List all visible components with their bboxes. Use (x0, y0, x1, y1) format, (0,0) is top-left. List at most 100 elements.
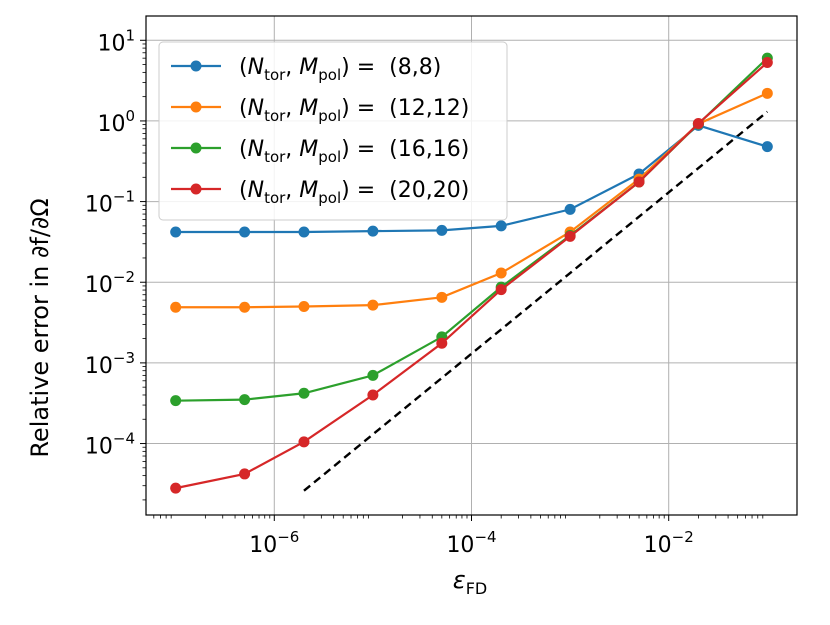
legend-open-paren: ( (239, 137, 248, 162)
series-point (495, 284, 507, 296)
series-point (564, 230, 576, 242)
x-tick-label-1-exponent: −4 (474, 528, 496, 546)
legend-n-subscript: tor (264, 107, 286, 125)
y-tick-label-3: 10−1 (85, 188, 135, 218)
legend-series-name: (8,8) (389, 55, 441, 80)
series-point (170, 482, 182, 494)
series-point (495, 220, 507, 232)
legend-series-name: (12,12) (389, 96, 469, 121)
legend-label: (Ntor, Mpol) = (20,20) (239, 178, 469, 207)
legend-series-name: (16,16) (389, 137, 469, 162)
legend-separator: , (285, 96, 299, 121)
series-point (761, 57, 773, 69)
legend-marker (190, 60, 202, 72)
y-tick-label-2: 10−2 (85, 268, 135, 298)
series-point (298, 301, 310, 313)
series-point (298, 226, 310, 238)
legend-m-subscript: pol (318, 148, 341, 166)
legend-open-paren: ( (239, 96, 248, 121)
series-point (761, 141, 773, 153)
y-tick-label-3-exponent: −1 (113, 188, 135, 206)
series-point (367, 389, 379, 401)
series-point (298, 436, 310, 448)
legend-m-subscript: pol (318, 189, 341, 207)
legend-marker (190, 101, 202, 113)
legend-m-symbol: M (299, 137, 318, 162)
legend-n-symbol: N (248, 55, 264, 80)
x-tick-label-0-base: 10 (249, 533, 277, 558)
series-point (692, 117, 704, 129)
series-point (495, 267, 507, 279)
series-point (367, 225, 379, 237)
legend-n-symbol: N (248, 96, 264, 121)
series-point (170, 395, 182, 407)
series-line (175, 124, 768, 234)
legend-close-paren: ) = (341, 137, 375, 162)
series-point (367, 369, 379, 381)
series-point (367, 299, 379, 311)
x-axis-label-subscript: FD (466, 579, 488, 598)
y-tick-label-2-exponent: −2 (113, 268, 135, 286)
x-tick-label-0: 10−6 (249, 528, 299, 558)
y-tick-label-1-base: 10 (85, 354, 113, 379)
series-point (436, 337, 448, 349)
y-tick-label-3-base: 10 (85, 193, 113, 218)
y-tick-label-4-exponent: 0 (125, 107, 135, 125)
y-tick-label-2-base: 10 (85, 273, 113, 298)
legend-n-subscript: tor (264, 189, 286, 207)
series-point (239, 394, 251, 406)
legend-item-2: (Ntor, Mpol) = (16,16) (171, 137, 469, 166)
legend-close-paren: ) = (341, 178, 375, 203)
x-tick-label-1-base: 10 (446, 533, 474, 558)
y-tick-label-5: 101 (97, 26, 135, 56)
series-point (436, 291, 448, 303)
legend-n-subscript: tor (264, 148, 286, 166)
series-layer (170, 52, 773, 494)
legend-label: (Ntor, Mpol) = (8,8) (239, 55, 441, 84)
series-point (436, 224, 448, 236)
x-tick-label-1: 10−4 (446, 528, 496, 558)
legend-box (158, 41, 508, 221)
series-point (239, 301, 251, 313)
reference-slope-line (303, 110, 769, 492)
legend-n-symbol: N (248, 137, 264, 162)
x-tick-label-2-exponent: −2 (672, 528, 694, 546)
y-axis-label: Relative error in ∂f/∂Ω (26, 198, 54, 457)
legend-open-paren: ( (239, 55, 248, 80)
series-line (175, 61, 769, 490)
y-tick-label-4-base: 10 (97, 112, 125, 137)
legend-label: (Ntor, Mpol) = (16,16) (239, 137, 469, 166)
y-tick-label-1: 10−3 (85, 349, 135, 379)
legend-close-paren: ) = (341, 55, 375, 80)
y-tick-label-0-exponent: −4 (113, 430, 135, 448)
legend-n-symbol: N (248, 178, 264, 203)
legend-m-symbol: M (299, 55, 318, 80)
x-tick-label-0-exponent: −6 (277, 528, 299, 546)
legend-item-0: (Ntor, Mpol) = (8,8) (171, 55, 441, 84)
legend-marker (190, 183, 202, 195)
y-tick-label-4: 100 (97, 107, 135, 137)
x-axis-label-symbol: ε (453, 566, 466, 594)
legend-item-3: (Ntor, Mpol) = (20,20) (171, 178, 469, 207)
legend-label: (Ntor, Mpol) = (12,12) (239, 96, 469, 125)
series-point (239, 468, 251, 480)
x-tick-label-2-base: 10 (644, 533, 672, 558)
y-tick-label-1-exponent: −3 (113, 349, 135, 367)
series-point (239, 226, 251, 238)
series-3 (170, 57, 773, 494)
y-tick-label-0-base: 10 (85, 435, 113, 460)
series-point (564, 203, 576, 215)
legend-m-subscript: pol (318, 107, 341, 125)
y-tick-label-5-exponent: 1 (125, 26, 135, 44)
series-point (761, 87, 773, 99)
legend-marker (190, 142, 202, 154)
x-tick-label-2: 10−2 (644, 528, 694, 558)
legend-close-paren: ) = (341, 96, 375, 121)
legend-m-subscript: pol (318, 66, 341, 84)
legend-separator: , (285, 137, 299, 162)
series-point (633, 176, 645, 188)
x-axis-label: εFD (453, 566, 488, 598)
legend: (Ntor, Mpol) = (8,8)(Ntor, Mpol) = (12,12)… (158, 41, 508, 221)
series-point (170, 226, 182, 238)
